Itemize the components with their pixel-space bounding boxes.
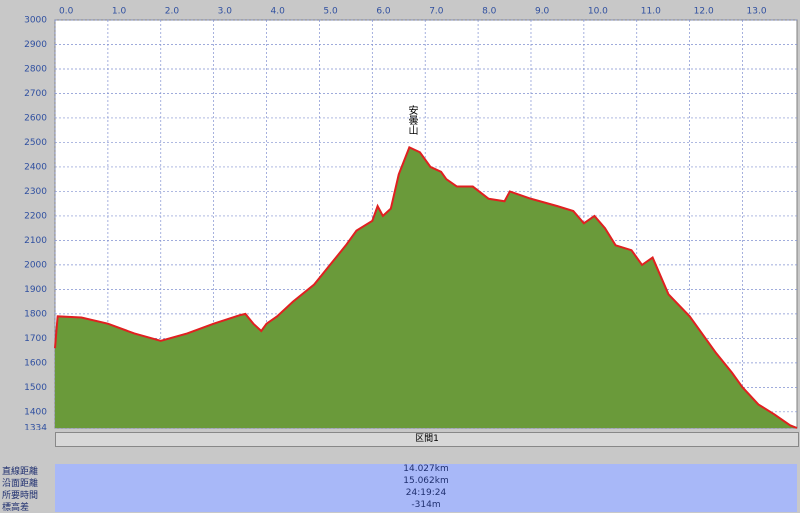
summary-value: 24:19:24 [55, 488, 797, 500]
y-tick-label: 2800 [24, 64, 47, 74]
chart: 1334 1400 1500 1600 1700 1800 1900 2000 2100 2200… [24, 7, 798, 431]
summary-label: 直線距離 [2, 467, 39, 477]
y-tick-label: 1700 [24, 334, 47, 344]
y-tick-label: 2000 [24, 260, 47, 270]
summary-header: 区間1 [55, 432, 799, 447]
y-tick-label: 1800 [24, 309, 47, 319]
page: 1334 1400 1500 1600 1700 1800 1900 2000 2100 2200… [0, 6, 800, 513]
x-tick-label: 1.0 [112, 7, 127, 17]
summary-rows: 直線距離 14.027km 沿面距離 15.062km 所要時間 24:19:24 標高差 -… [0, 447, 797, 513]
x-tick-label: 5.0 [323, 7, 338, 17]
y-tick-label: 1600 [24, 358, 47, 368]
y-tick-label: 2300 [24, 187, 47, 197]
x-tick-label: 9.0 [535, 7, 550, 17]
summary-label: 所要時間 [2, 491, 39, 501]
x-tick-label: 13.0 [747, 7, 767, 17]
route-line [54, 145, 798, 429]
y-tick-label: 1500 [24, 383, 47, 393]
terrain-area [55, 147, 797, 429]
summary-value: 15.062km [55, 476, 797, 488]
x-tick-label: 7.0 [429, 7, 444, 17]
x-tick-label: 12.0 [694, 7, 714, 17]
y-tick-label: 2500 [24, 138, 47, 148]
y-tick-label: 2100 [24, 236, 47, 246]
y-tick-label: 3000 [24, 16, 47, 26]
summary-value: 14.027km [55, 464, 797, 476]
y-tick-label: 1900 [24, 285, 47, 295]
annotation: 安曇山 [406, 104, 418, 135]
summary-label: 沿面距離 [2, 479, 39, 489]
y-tick-label: 1334 [24, 424, 47, 431]
x-tick-label: 0.0 [59, 7, 74, 17]
summary-label: 標高差 [2, 503, 30, 513]
x-tick-label: 8.0 [482, 7, 497, 17]
summary: 区間1 直線距離 14.027km 沿面距離 15.062km 所要時間 24:19:24… [0, 430, 800, 513]
x-tick-label: 3.0 [218, 7, 233, 17]
x-tick-label: 2.0 [165, 7, 180, 17]
y-tick-label: 2700 [24, 89, 47, 99]
summary-value: -314m [55, 500, 797, 512]
y-tick-label: 1400 [24, 407, 47, 417]
y-tick-label: 2600 [24, 113, 47, 123]
y-tick-label: 2900 [24, 40, 47, 50]
y-tick-label: 2200 [24, 211, 47, 221]
x-tick-label: 4.0 [271, 7, 286, 17]
x-tick-label: 6.0 [376, 7, 391, 17]
x-tick-label: 11.0 [641, 7, 661, 17]
y-tick-label: 2400 [24, 162, 47, 172]
x-tick-label: 10.0 [588, 7, 608, 17]
